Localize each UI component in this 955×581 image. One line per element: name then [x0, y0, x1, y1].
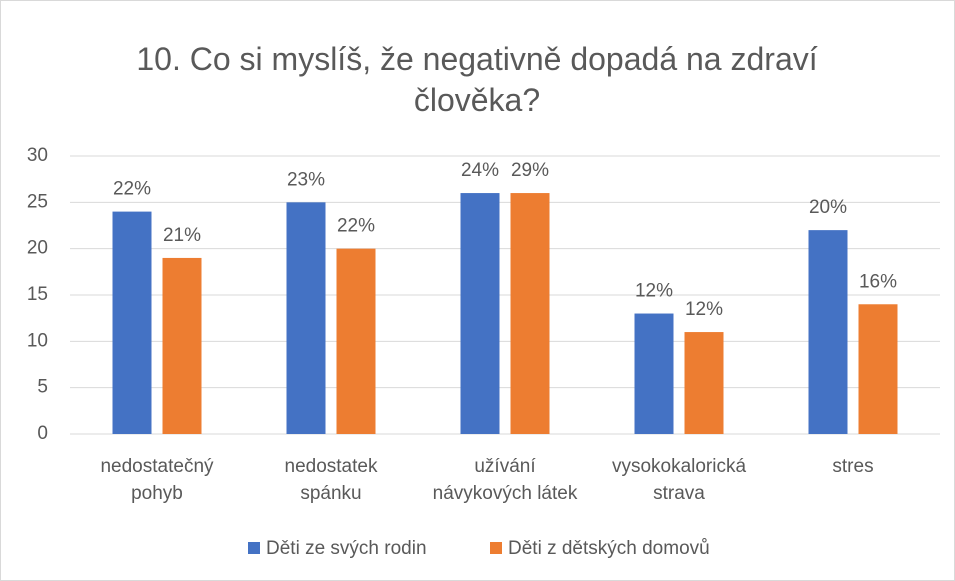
data-label: 22% [337, 216, 375, 237]
bar [858, 304, 898, 434]
y-tick-label: 30 [27, 145, 48, 166]
data-label: 24% [461, 160, 499, 181]
chart-title: 10. Co si myslíš, že negativně dopadá na… [136, 41, 817, 118]
bar [162, 257, 202, 434]
bar [634, 313, 674, 434]
legend-label: Děti ze svých rodin [266, 538, 427, 559]
data-label: 20% [809, 197, 847, 218]
x-tick-label: užívání návykových látek [433, 456, 578, 504]
y-tick-label: 15 [27, 284, 48, 305]
data-label: 22% [113, 179, 151, 200]
data-label: 12% [685, 299, 723, 320]
y-tick-label: 5 [37, 377, 48, 398]
data-label: 16% [859, 271, 897, 292]
bar [684, 332, 724, 434]
legend-swatch [248, 542, 260, 554]
data-label: 12% [635, 281, 673, 302]
data-label: 29% [511, 160, 549, 181]
bar [112, 211, 152, 434]
legend-label: Děti z dětských domovů [508, 538, 710, 559]
y-tick-label: 0 [37, 423, 48, 444]
data-label: 23% [287, 169, 325, 190]
y-tick-label: 20 [27, 238, 48, 259]
legend-swatch [490, 542, 502, 554]
x-tick-label: nedostatek spánku [285, 456, 378, 504]
y-tick-label: 10 [27, 330, 48, 351]
x-tick-label: stres [832, 456, 873, 477]
bar [286, 202, 326, 434]
data-label: 21% [163, 225, 201, 246]
x-tick-label: nedostatečný pohyb [100, 456, 214, 504]
bar [808, 230, 848, 434]
bar [336, 248, 376, 434]
bar [460, 193, 500, 434]
y-tick-label: 25 [27, 191, 48, 212]
x-tick-label: vysokokalorická strava [612, 456, 747, 504]
bar [510, 193, 550, 434]
